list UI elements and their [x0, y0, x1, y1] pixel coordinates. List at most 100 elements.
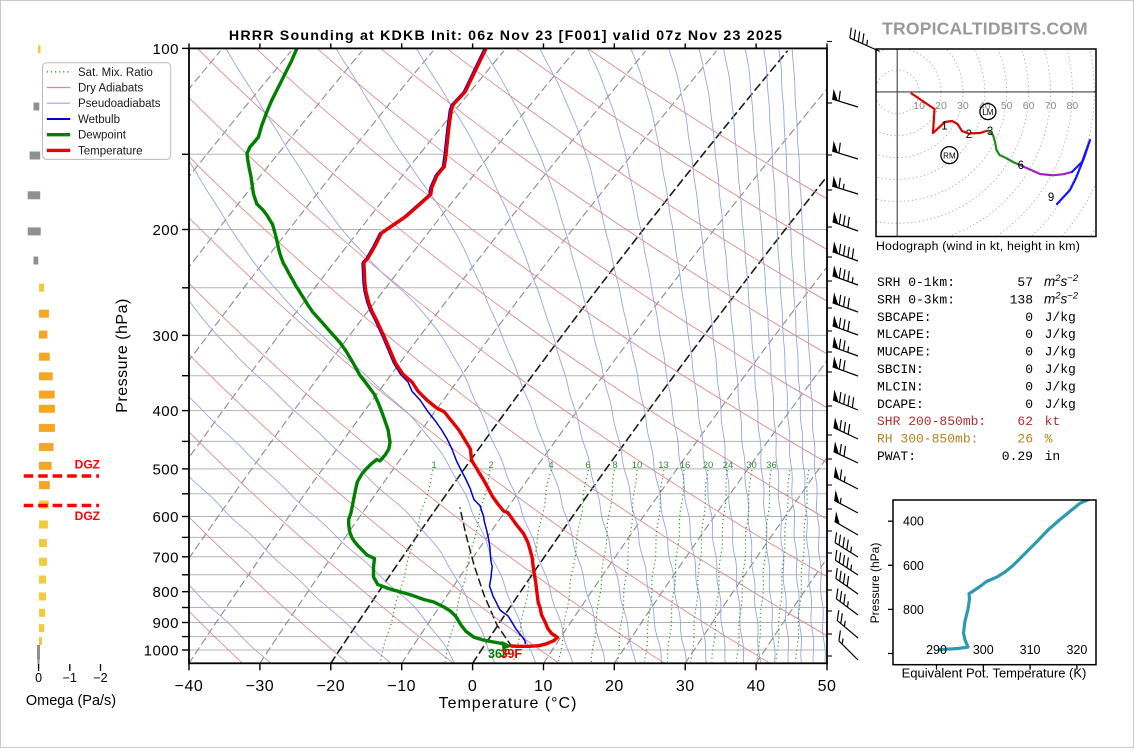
- svg-text:100: 100: [152, 41, 179, 58]
- svg-text:SHR 200-850mb:: SHR 200-850mb:: [877, 414, 986, 429]
- svg-text:TROPICALTIDBITS.COM: TROPICALTIDBITS.COM: [882, 19, 1088, 39]
- svg-text:62: 62: [1017, 414, 1033, 429]
- svg-text:J/kg: J/kg: [1045, 310, 1076, 325]
- svg-text:SRH 0-3km:: SRH 0-3km:: [877, 292, 955, 307]
- svg-text:1: 1: [431, 460, 436, 471]
- svg-text:%: %: [1045, 432, 1053, 447]
- svg-text:6: 6: [1018, 160, 1024, 172]
- svg-text:60: 60: [1023, 100, 1035, 112]
- svg-text:Omega (Pa/s): Omega (Pa/s): [26, 693, 116, 709]
- svg-text:Equivalent Pot. Temperature (K: Equivalent Pot. Temperature (K): [902, 666, 1087, 681]
- svg-text:Hodograph (wind in kt, height: Hodograph (wind in kt, height in km): [876, 239, 1080, 253]
- svg-text:RM: RM: [943, 152, 956, 161]
- svg-text:900: 900: [152, 615, 179, 632]
- svg-text:600: 600: [903, 559, 924, 573]
- svg-text:Temperature: Temperature: [78, 145, 143, 157]
- svg-text:HRRR Sounding at KDKB Init: 06: HRRR Sounding at KDKB Init: 06z Nov 23 […: [229, 28, 783, 44]
- svg-text:SRH 0-1km:: SRH 0-1km:: [877, 275, 955, 290]
- svg-text:0: 0: [1025, 310, 1033, 325]
- svg-text:0: 0: [35, 671, 42, 685]
- svg-text:13: 13: [658, 460, 669, 471]
- svg-text:in: in: [1045, 449, 1061, 464]
- svg-text:36F: 36F: [488, 647, 510, 661]
- svg-text:0: 0: [1025, 379, 1033, 394]
- svg-text:10: 10: [913, 100, 925, 112]
- svg-text:Pseudoadiabats: Pseudoadiabats: [78, 98, 161, 110]
- svg-text:50: 50: [1001, 100, 1013, 112]
- svg-text:6: 6: [585, 460, 590, 471]
- svg-text:−30: −30: [246, 678, 275, 695]
- svg-text:700: 700: [152, 549, 179, 566]
- svg-text:2: 2: [966, 129, 972, 141]
- svg-text:2: 2: [488, 460, 493, 471]
- svg-text:J/kg: J/kg: [1045, 397, 1076, 412]
- svg-text:20: 20: [703, 460, 714, 471]
- svg-text:26: 26: [1017, 432, 1033, 447]
- svg-text:J/kg: J/kg: [1045, 327, 1076, 342]
- svg-text:SBCIN:: SBCIN:: [877, 362, 924, 377]
- svg-text:400: 400: [903, 515, 924, 529]
- svg-text:30: 30: [746, 460, 757, 471]
- svg-text:MLCIN:: MLCIN:: [877, 379, 924, 394]
- svg-text:0: 0: [1025, 327, 1033, 342]
- svg-text:kt: kt: [1045, 414, 1061, 429]
- svg-text:Wetbulb: Wetbulb: [78, 114, 120, 126]
- svg-text:RH 300-850mb:: RH 300-850mb:: [877, 432, 978, 447]
- svg-text:36: 36: [766, 460, 777, 471]
- svg-text:310: 310: [1020, 643, 1041, 657]
- svg-text:MUCAPE:: MUCAPE:: [877, 345, 932, 360]
- svg-text:30: 30: [676, 678, 695, 695]
- svg-text:Pressure (hPa): Pressure (hPa): [868, 543, 882, 624]
- svg-text:800: 800: [152, 584, 179, 601]
- svg-text:Dry Adiabats: Dry Adiabats: [78, 83, 143, 95]
- svg-text:DGZ: DGZ: [75, 458, 100, 472]
- svg-text:400: 400: [152, 403, 179, 420]
- svg-text:0: 0: [468, 678, 477, 695]
- svg-text:0: 0: [1025, 362, 1033, 377]
- svg-text:−1: −1: [63, 671, 77, 685]
- svg-text:−20: −20: [316, 678, 345, 695]
- svg-text:MLCAPE:: MLCAPE:: [877, 327, 932, 342]
- svg-text:1000: 1000: [144, 643, 179, 660]
- svg-text:Dewpoint: Dewpoint: [78, 130, 127, 142]
- svg-text:39F: 39F: [501, 647, 523, 661]
- svg-text:4: 4: [548, 460, 553, 471]
- svg-text:DCAPE:: DCAPE:: [877, 397, 924, 412]
- svg-text:20: 20: [605, 678, 624, 695]
- svg-text:50: 50: [818, 678, 837, 695]
- svg-text:8: 8: [612, 460, 617, 471]
- svg-text:80: 80: [1067, 100, 1079, 112]
- svg-text:40: 40: [747, 678, 766, 695]
- svg-text:LM: LM: [982, 108, 993, 117]
- svg-text:24: 24: [723, 460, 734, 471]
- svg-text:DGZ: DGZ: [75, 509, 100, 523]
- svg-text:70: 70: [1045, 100, 1057, 112]
- svg-text:320: 320: [1066, 643, 1087, 657]
- svg-text:0.29: 0.29: [1002, 449, 1033, 464]
- svg-text:J/kg: J/kg: [1045, 362, 1076, 377]
- svg-text:PWAT:: PWAT:: [877, 449, 916, 464]
- svg-text:3: 3: [987, 126, 993, 138]
- svg-text:Temperature (°C): Temperature (°C): [439, 695, 578, 712]
- svg-text:57: 57: [1017, 275, 1033, 290]
- svg-text:−10: −10: [387, 678, 416, 695]
- svg-text:J/kg: J/kg: [1045, 379, 1076, 394]
- svg-text:9: 9: [1048, 192, 1054, 204]
- svg-text:200: 200: [152, 222, 179, 239]
- svg-text:16: 16: [680, 460, 691, 471]
- svg-text:SBCAPE:: SBCAPE:: [877, 310, 932, 325]
- svg-text:−2: −2: [93, 671, 107, 685]
- svg-text:Sat. Mix. Ratio: Sat. Mix. Ratio: [78, 67, 153, 79]
- svg-text:300: 300: [973, 643, 994, 657]
- svg-text:J/kg: J/kg: [1045, 345, 1076, 360]
- svg-text:600: 600: [152, 509, 179, 526]
- svg-text:−40: −40: [175, 678, 204, 695]
- svg-text:0: 0: [1025, 345, 1033, 360]
- svg-text:290: 290: [926, 643, 947, 657]
- svg-text:500: 500: [152, 461, 179, 478]
- svg-text:10: 10: [534, 678, 553, 695]
- svg-text:40: 40: [979, 100, 991, 112]
- svg-text:Pressure (hPa): Pressure (hPa): [114, 298, 131, 413]
- svg-text:0: 0: [1025, 397, 1033, 412]
- svg-text:20: 20: [935, 100, 947, 112]
